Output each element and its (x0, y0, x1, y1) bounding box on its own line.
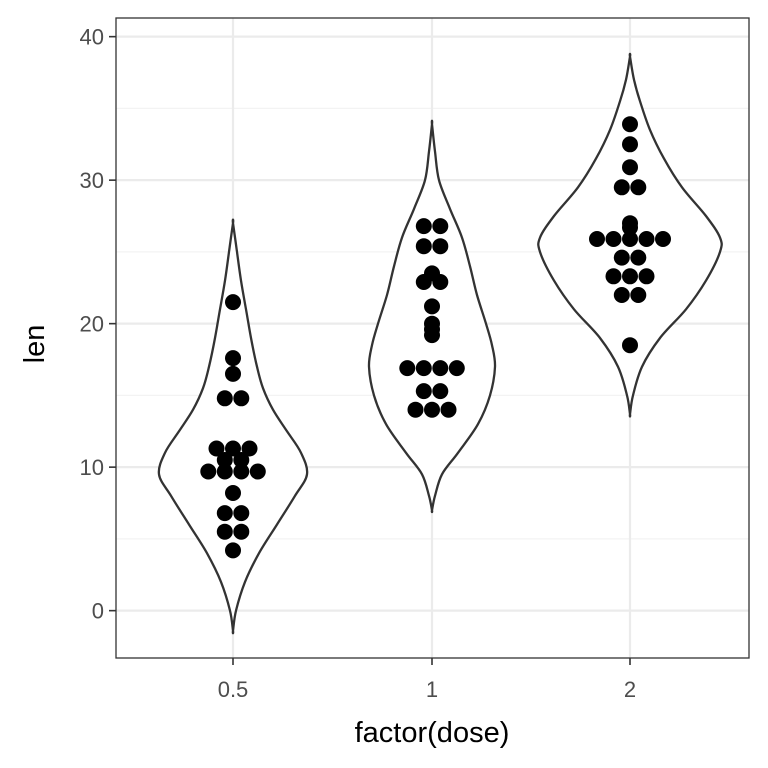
dot-point (622, 337, 638, 354)
dot-point (448, 360, 465, 377)
dot-point (216, 523, 233, 540)
dot-point (440, 401, 457, 418)
dot-point (200, 463, 217, 480)
dot-point (415, 383, 432, 400)
x-axis-title: factor(dose) (355, 717, 510, 749)
dot-point (638, 231, 655, 247)
dot-point (432, 360, 449, 377)
x-axis: 0.5 1 2 (218, 658, 636, 702)
x-tick-label: 0.5 (218, 677, 249, 702)
dot-points (200, 116, 671, 559)
dot-point (630, 287, 647, 303)
dot-point (233, 390, 250, 407)
y-tick-label: 0 (92, 599, 104, 624)
dot-point (432, 218, 449, 235)
dot-point (605, 231, 622, 247)
y-tick-label: 10 (80, 455, 104, 480)
dot-point (241, 440, 258, 457)
dot-point (622, 159, 638, 176)
dot-point (407, 401, 424, 418)
dot-point (605, 268, 622, 285)
dot-point (432, 383, 449, 400)
y-axis: 0 10 20 30 40 (80, 25, 116, 624)
dot-point (613, 179, 630, 196)
dot-point (216, 452, 233, 468)
violin-0.5 (157, 218, 309, 635)
dot-point (622, 231, 638, 247)
dot-point (613, 287, 630, 303)
dot-point (622, 268, 638, 285)
dot-point (233, 505, 250, 522)
y-tick-label: 30 (80, 168, 104, 193)
dot-point (225, 350, 241, 367)
x-tick-label: 2 (624, 677, 636, 702)
dot-point (424, 315, 440, 332)
dot-point (233, 523, 250, 540)
dot-point (233, 463, 250, 480)
dot-point (225, 485, 241, 501)
dot-point (208, 440, 225, 457)
dot-point (216, 390, 233, 407)
dot-point (655, 231, 671, 247)
dot-point (638, 268, 655, 285)
dot-point (630, 249, 647, 266)
x-tick-label: 1 (426, 677, 438, 702)
dot-point (415, 218, 432, 235)
dot-point (233, 452, 250, 468)
dot-point (622, 136, 638, 153)
dot-point (613, 249, 630, 266)
dot-point (424, 401, 440, 418)
dot-point (432, 238, 449, 255)
dot-point (415, 360, 432, 377)
dot-point (415, 238, 432, 255)
dot-point (249, 463, 266, 480)
y-axis-title: len (19, 325, 51, 364)
dot-point (622, 215, 638, 232)
dot-point (424, 265, 440, 282)
dot-point (225, 440, 241, 457)
dot-point (225, 542, 241, 559)
dot-point (424, 298, 440, 315)
dot-point (216, 463, 233, 480)
dot-point (225, 365, 241, 382)
dot-point (399, 360, 416, 377)
dot-point (225, 294, 241, 311)
y-tick-label: 40 (80, 25, 104, 50)
y-tick-label: 20 (80, 312, 104, 337)
dot-point (589, 231, 605, 247)
dot-point (630, 179, 647, 196)
dot-point (622, 116, 638, 133)
dot-point (216, 505, 233, 522)
